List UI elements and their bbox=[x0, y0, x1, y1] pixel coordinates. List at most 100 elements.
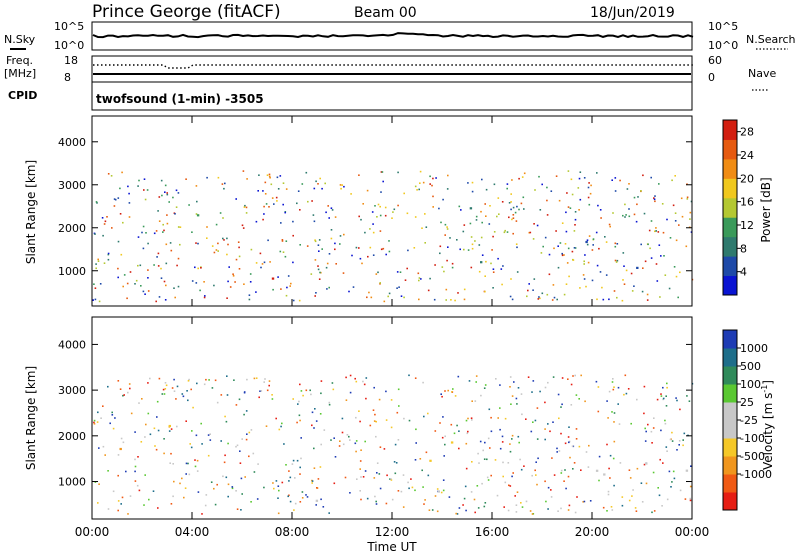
scatter-echo bbox=[563, 293, 566, 296]
scatter-echo bbox=[252, 452, 255, 455]
scatter-echo bbox=[495, 378, 497, 380]
scatter-echo bbox=[482, 449, 484, 452]
scatter-echo bbox=[560, 472, 563, 474]
scatter-echo bbox=[661, 505, 663, 507]
scatter-echo bbox=[654, 195, 656, 197]
scatter-echo bbox=[205, 378, 207, 381]
colorbar-segment bbox=[723, 197, 737, 218]
scatter-echo bbox=[567, 206, 570, 208]
scatter-echo bbox=[122, 441, 125, 444]
scatter-echo bbox=[223, 239, 225, 241]
scatter-echo bbox=[120, 253, 123, 256]
scatter-echo bbox=[239, 450, 241, 452]
scatter-echo bbox=[382, 180, 384, 183]
scatter-echo bbox=[232, 273, 234, 275]
scatter-echo bbox=[480, 394, 482, 397]
scatter-echo bbox=[445, 299, 447, 301]
scatter-echo bbox=[403, 417, 405, 420]
scatter-echo bbox=[288, 470, 290, 472]
scatter-echo bbox=[165, 284, 167, 287]
scatter-echo bbox=[348, 290, 350, 293]
scatter-echo bbox=[631, 495, 633, 497]
scatter-echo bbox=[641, 501, 644, 503]
scatter-echo bbox=[216, 401, 219, 404]
scatter-echo bbox=[299, 383, 301, 386]
scatter-echo bbox=[179, 226, 182, 228]
scatter-echo bbox=[211, 245, 214, 247]
scatter-echo bbox=[365, 377, 368, 379]
echo-cell bbox=[636, 266, 639, 269]
scatter-echo bbox=[376, 462, 379, 464]
scatter-echo bbox=[490, 262, 492, 265]
freq-unit: [MHz] bbox=[4, 67, 36, 80]
scatter-echo bbox=[665, 446, 668, 448]
scatter-echo bbox=[305, 171, 308, 174]
scatter-echo bbox=[330, 207, 333, 209]
scatter-echo bbox=[358, 174, 360, 176]
scatter-echo bbox=[456, 239, 458, 241]
cpid-label: CPID bbox=[8, 89, 37, 102]
scatter-echo bbox=[675, 239, 678, 242]
scatter-echo bbox=[282, 182, 285, 184]
scatter-echo bbox=[567, 475, 570, 478]
scatter-echo bbox=[418, 298, 420, 301]
scatter-echo bbox=[145, 232, 147, 234]
scatter-echo bbox=[614, 259, 617, 262]
scatter-echo bbox=[520, 202, 523, 205]
scatter-echo bbox=[271, 394, 273, 396]
echo-cell bbox=[603, 473, 606, 476]
scatter-echo bbox=[111, 414, 114, 416]
scatter-echo bbox=[129, 387, 131, 390]
scatter-echo bbox=[447, 246, 449, 248]
scatter-echo bbox=[121, 171, 123, 174]
scatter-echo bbox=[307, 200, 309, 203]
scatter-echo bbox=[587, 261, 590, 264]
scatter-echo bbox=[287, 275, 290, 277]
scatter-echo bbox=[224, 454, 226, 457]
scatter-echo bbox=[281, 239, 284, 241]
beam-title: Beam 00 bbox=[354, 5, 417, 21]
scatter-echo bbox=[279, 175, 282, 177]
colorbar-segment bbox=[723, 139, 737, 160]
scatter-echo bbox=[397, 439, 400, 441]
scatter-echo bbox=[285, 188, 288, 190]
scatter-echo bbox=[584, 254, 586, 256]
scatter-echo bbox=[643, 412, 645, 415]
scatter-echo bbox=[504, 417, 507, 420]
scatter-echo bbox=[248, 298, 251, 301]
scatter-echo bbox=[233, 379, 235, 381]
scatter-echo bbox=[507, 509, 510, 512]
scatter-echo bbox=[611, 509, 614, 511]
scatter-echo bbox=[492, 287, 494, 289]
scatter-echo bbox=[431, 509, 434, 511]
scatter-echo bbox=[433, 298, 436, 301]
scatter-echo bbox=[121, 496, 124, 499]
scatter-echo bbox=[447, 174, 449, 177]
scatter-echo bbox=[509, 485, 512, 487]
colorbar-tick-label: 500 bbox=[740, 360, 761, 373]
scatter-echo bbox=[281, 240, 284, 242]
scatter-echo bbox=[260, 390, 263, 392]
colorbar-tick-label: 4 bbox=[740, 266, 747, 279]
scatter-echo bbox=[422, 486, 424, 488]
scatter-echo bbox=[578, 398, 580, 400]
scatter-echo bbox=[240, 509, 242, 511]
scatter-echo bbox=[113, 205, 116, 207]
scatter-echo bbox=[474, 400, 477, 402]
scatter-echo bbox=[467, 182, 469, 184]
scatter-echo bbox=[268, 206, 270, 208]
scatter-echo bbox=[689, 218, 691, 220]
scatter-echo bbox=[164, 299, 167, 301]
scatter-echo bbox=[161, 194, 163, 197]
scatter-echo bbox=[499, 447, 502, 450]
scatter-echo bbox=[509, 386, 511, 388]
scatter-echo bbox=[301, 491, 304, 493]
scatter-echo bbox=[625, 392, 628, 395]
scatter-echo bbox=[359, 257, 362, 260]
scatter-echo bbox=[268, 173, 271, 176]
scatter-echo bbox=[627, 388, 630, 390]
scatter-echo bbox=[516, 491, 519, 493]
scatter-echo bbox=[475, 381, 477, 383]
nsky-tick-bottom: 10^0 bbox=[54, 39, 84, 52]
y-tick-label: 4000 bbox=[58, 136, 86, 149]
